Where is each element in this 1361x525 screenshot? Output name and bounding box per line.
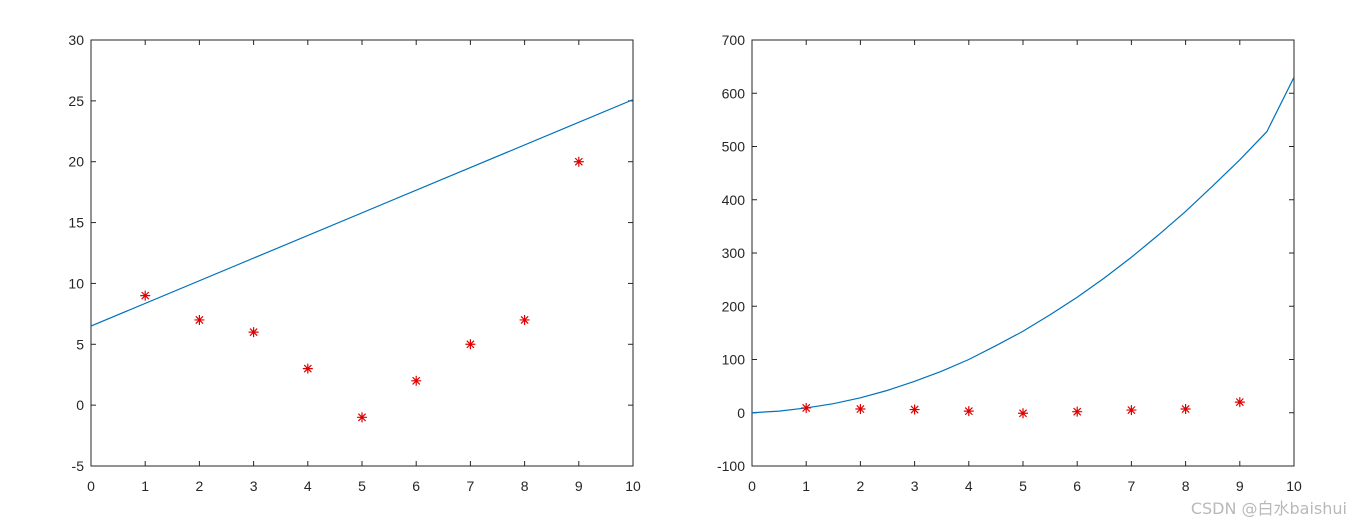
y-tick-label: 30	[68, 32, 84, 48]
x-tick-label: 8	[1182, 478, 1190, 494]
x-tick-label: 7	[1128, 478, 1136, 494]
x-tick-label: 10	[625, 478, 641, 494]
data-point	[140, 290, 151, 301]
x-tick-label: 6	[412, 478, 420, 494]
data-point	[1234, 397, 1245, 408]
x-tick-label: 0	[748, 478, 756, 494]
x-tick-label: 5	[358, 478, 366, 494]
fit-curve	[752, 77, 1294, 414]
plot-data	[752, 77, 1294, 419]
y-tick-label: 0	[737, 405, 745, 421]
y-tick-label: -5	[72, 458, 85, 474]
y-tick-label: 15	[68, 215, 84, 231]
data-point	[519, 314, 530, 325]
data-point	[1126, 405, 1137, 416]
data-point	[411, 375, 422, 386]
data-point	[1072, 406, 1083, 417]
plot-data	[91, 99, 633, 423]
y-tick-label: 25	[68, 93, 84, 109]
x-tick-label: 2	[857, 478, 865, 494]
x-tick-label: 5	[1019, 478, 1027, 494]
y-tick-label: 300	[722, 245, 746, 261]
y-tick-label: 20	[68, 154, 84, 170]
y-tick-label: 600	[722, 85, 746, 101]
y-tick-label: 500	[722, 139, 746, 155]
watermark: CSDN @白水baishui	[1190, 499, 1347, 518]
x-tick-label: 1	[141, 478, 149, 494]
x-tick-label: 9	[575, 478, 583, 494]
y-tick-label: 100	[722, 352, 746, 368]
data-point	[465, 339, 476, 350]
x-tick-label: 9	[1236, 478, 1244, 494]
y-tick-label: 10	[68, 275, 84, 291]
x-tick-label: 2	[196, 478, 204, 494]
data-point	[909, 404, 920, 415]
data-point	[963, 406, 974, 417]
y-tick-label: 200	[722, 298, 746, 314]
x-tick-label: 3	[250, 478, 258, 494]
data-point	[194, 314, 205, 325]
data-point	[573, 156, 584, 167]
y-tick-label: 700	[722, 32, 746, 48]
data-point	[855, 404, 866, 415]
axes-box	[90, 39, 634, 467]
x-tick-label: 4	[965, 478, 973, 494]
data-point	[357, 412, 367, 423]
fit-line	[91, 99, 633, 327]
data-point	[248, 327, 259, 338]
y-tick-label: 400	[722, 192, 746, 208]
x-tick-label: 7	[467, 478, 475, 494]
x-tick-label: 3	[911, 478, 919, 494]
y-tick-label: 5	[76, 336, 84, 352]
x-tick-label: 6	[1073, 478, 1081, 494]
x-tick-label: 8	[521, 478, 529, 494]
data-point	[801, 402, 812, 413]
y-tick-label: -100	[717, 458, 745, 474]
x-tick-label: 1	[802, 478, 810, 494]
y-tick-label: 0	[76, 397, 84, 413]
x-tick-label: 10	[1286, 478, 1302, 494]
data-point	[1180, 404, 1191, 415]
x-tick-label: 0	[87, 478, 95, 494]
data-point	[302, 363, 313, 374]
x-tick-label: 4	[304, 478, 312, 494]
axes-box	[751, 39, 1295, 467]
data-point	[1018, 408, 1028, 419]
